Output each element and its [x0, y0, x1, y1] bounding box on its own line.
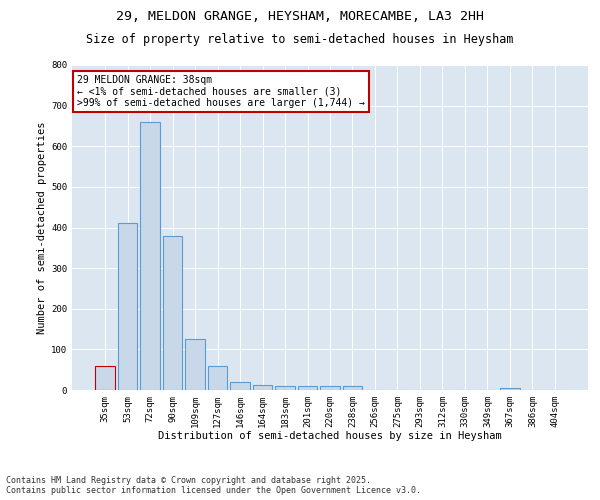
Bar: [298, 386, 317, 390]
Bar: [253, 384, 272, 390]
Bar: [320, 386, 340, 390]
Bar: [230, 382, 250, 390]
Bar: [275, 386, 295, 390]
Bar: [140, 122, 160, 390]
Text: 29, MELDON GRANGE, HEYSHAM, MORECAMBE, LA3 2HH: 29, MELDON GRANGE, HEYSHAM, MORECAMBE, L…: [116, 10, 484, 23]
X-axis label: Distribution of semi-detached houses by size in Heysham: Distribution of semi-detached houses by …: [158, 432, 502, 442]
Bar: [118, 224, 137, 390]
Text: 29 MELDON GRANGE: 38sqm
← <1% of semi-detached houses are smaller (3)
>99% of se: 29 MELDON GRANGE: 38sqm ← <1% of semi-de…: [77, 74, 365, 108]
Bar: [500, 388, 520, 390]
Bar: [343, 386, 362, 390]
Bar: [163, 236, 182, 390]
Y-axis label: Number of semi-detached properties: Number of semi-detached properties: [37, 121, 47, 334]
Bar: [185, 339, 205, 390]
Bar: [95, 366, 115, 390]
Bar: [208, 366, 227, 390]
Text: Size of property relative to semi-detached houses in Heysham: Size of property relative to semi-detach…: [86, 32, 514, 46]
Text: Contains HM Land Registry data © Crown copyright and database right 2025.
Contai: Contains HM Land Registry data © Crown c…: [6, 476, 421, 495]
